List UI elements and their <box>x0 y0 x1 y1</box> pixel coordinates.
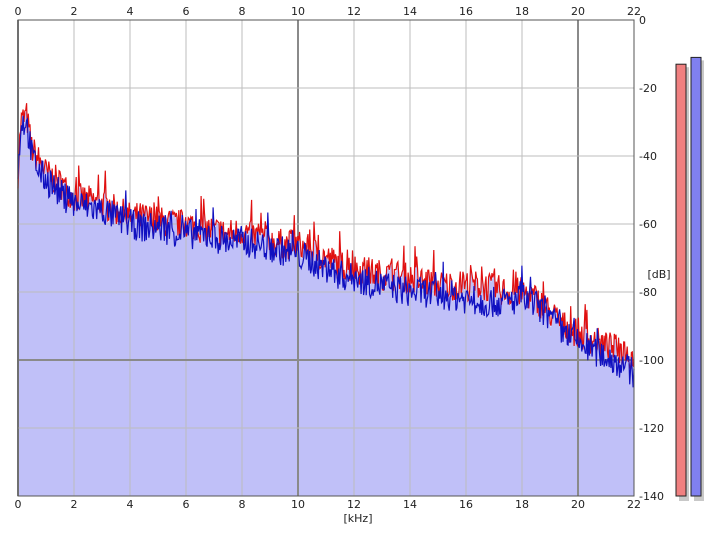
spectrum-fill-area <box>18 105 634 496</box>
x-tick-label-bottom: 20 <box>571 498 585 511</box>
y-tick-label: -80 <box>639 286 657 299</box>
x-tick-label-top: 6 <box>183 5 190 18</box>
x-tick-label-bottom: 4 <box>127 498 134 511</box>
x-tick-label-top: 16 <box>459 5 473 18</box>
x-tick-label-top: 14 <box>403 5 417 18</box>
y-tick-label: -140 <box>639 490 664 503</box>
level-meters <box>675 56 704 502</box>
y-axis-tick-labels: 0 -20 -40 -60 -80 -100 -120 -140 <box>639 14 664 503</box>
x-tick-label-bottom: 8 <box>239 498 246 511</box>
y-tick-label: -20 <box>639 82 657 95</box>
x-tick-label-bottom: 14 <box>403 498 417 511</box>
x-tick-label-top: 0 <box>15 5 22 18</box>
y-tick-label: 0 <box>639 14 646 27</box>
x-tick-label-top: 4 <box>127 5 134 18</box>
series-line-right-channel <box>17 115 635 388</box>
y-tick-label: -120 <box>639 422 664 435</box>
plot-border <box>17 19 635 497</box>
x-tick-label-top: 10 <box>291 5 305 18</box>
x-tick-label-top: 20 <box>571 5 585 18</box>
x-tick-label-top: 18 <box>515 5 529 18</box>
x-tick-label-top: 2 <box>71 5 78 18</box>
x-tick-label-bottom: 18 <box>515 498 529 511</box>
y-tick-label: -40 <box>639 150 657 163</box>
level-meter-bar <box>690 56 702 497</box>
x-tick-label-bottom: 16 <box>459 498 473 511</box>
grid-lines <box>17 19 635 497</box>
x-tick-label-bottom: 0 <box>15 498 22 511</box>
x-tick-label-bottom: 12 <box>347 498 361 511</box>
x-tick-label-top: 8 <box>239 5 246 18</box>
y-tick-label: -100 <box>639 354 664 367</box>
x-tick-label-bottom: 22 <box>627 498 641 511</box>
x-axis-bottom-tick-labels: 0 2 4 6 8 10 12 14 16 18 20 22 <box>15 498 642 511</box>
y-tick-label: -60 <box>639 218 657 231</box>
x-tick-label-bottom: 2 <box>71 498 78 511</box>
x-axis-label: [kHz] <box>344 512 373 525</box>
x-tick-label-top: 22 <box>627 5 641 18</box>
level-meter-bar <box>675 63 687 497</box>
x-tick-label-bottom: 6 <box>183 498 190 511</box>
x-tick-label-bottom: 10 <box>291 498 305 511</box>
x-tick-label-top: 12 <box>347 5 361 18</box>
y-axis-label: [dB] <box>647 268 670 281</box>
x-axis-top-tick-labels: 0 2 4 6 8 10 12 14 16 18 20 22 <box>15 5 642 18</box>
